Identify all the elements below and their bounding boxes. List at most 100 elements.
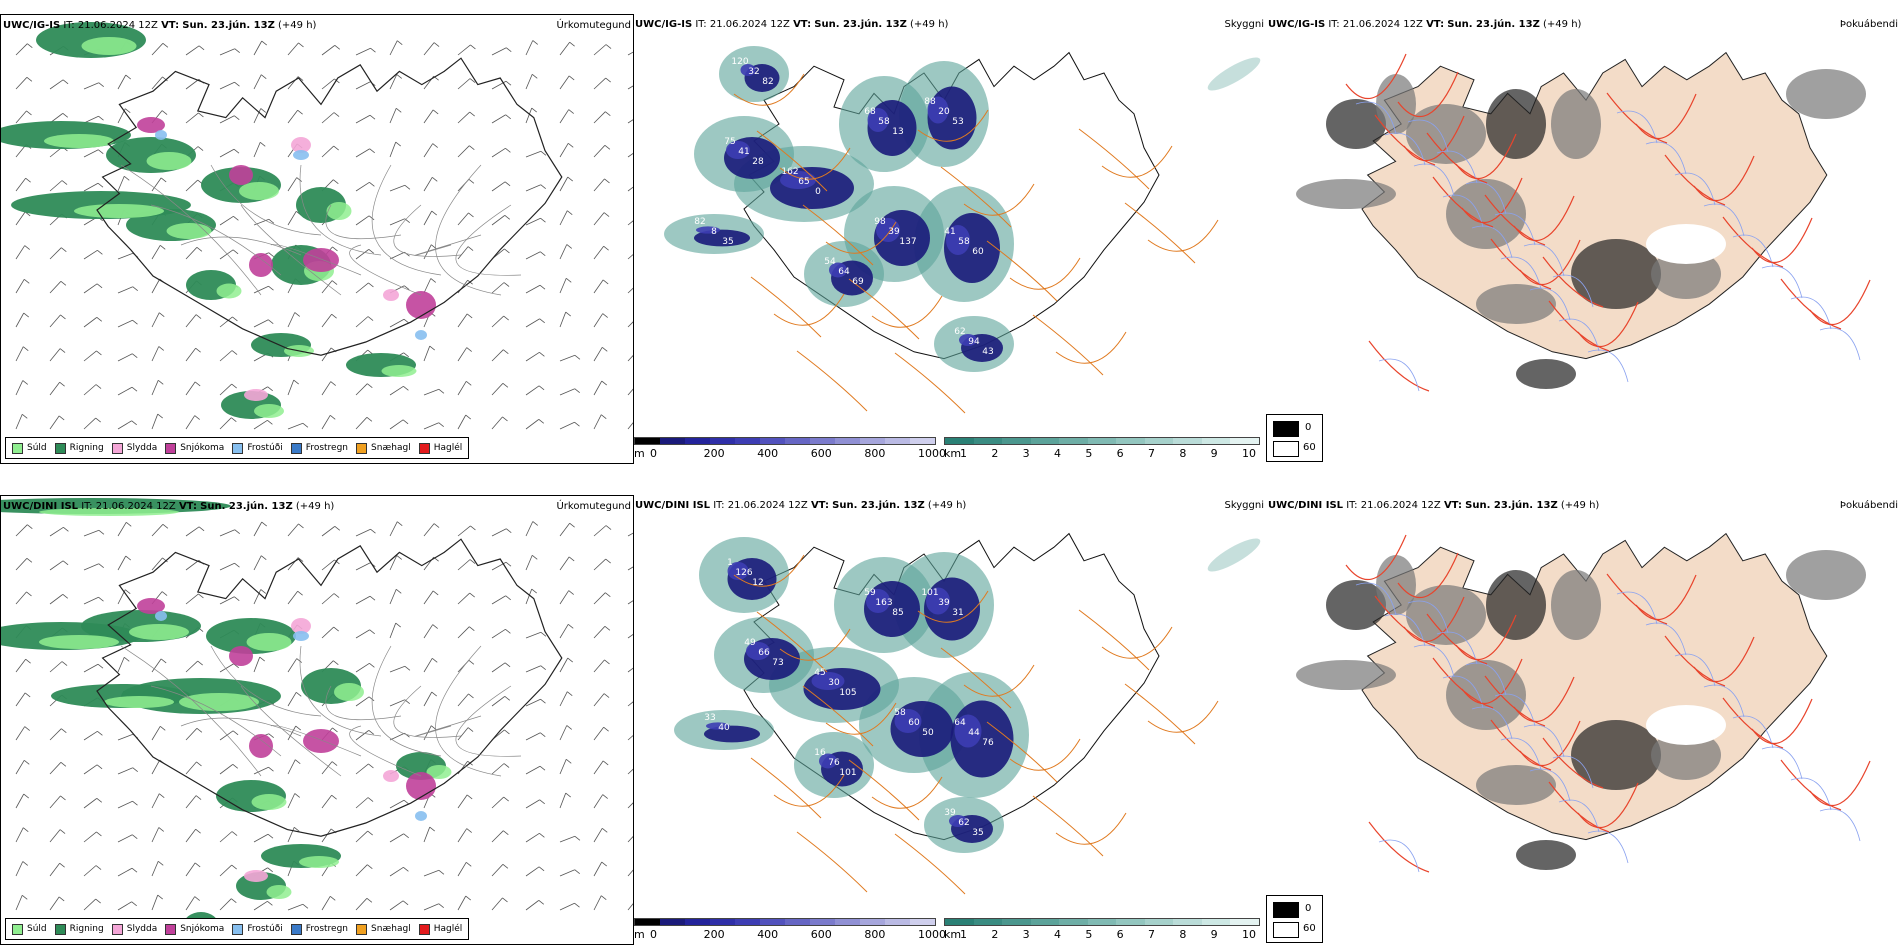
road	[1809, 760, 1871, 807]
road	[349, 725, 422, 777]
river	[1355, 582, 1397, 616]
colorbar-tick: 400	[757, 447, 779, 460]
legend-item: Snjókoma	[165, 923, 224, 935]
road	[299, 164, 382, 256]
cloud-base-label: 35	[722, 237, 733, 247]
road	[1055, 812, 1127, 845]
wind-barb	[491, 897, 508, 911]
wind-barb	[355, 148, 375, 158]
wind-barb	[355, 864, 373, 877]
road	[940, 647, 1012, 709]
precip-area	[74, 204, 164, 218]
precip-area	[406, 772, 436, 800]
river	[1674, 172, 1716, 206]
panel-header: UWC/DINI ISL IT: 21.06.2024 12Z VT: Sun.…	[3, 501, 335, 512]
cloud-base-zone	[727, 562, 749, 580]
wind-barb	[423, 624, 438, 639]
road	[1455, 133, 1517, 180]
wind-barb	[49, 862, 65, 877]
wind-barb	[185, 862, 201, 877]
wind-barb	[423, 210, 438, 226]
wind-barb	[593, 895, 607, 911]
cloud-base-label: 64	[954, 718, 966, 728]
colorbar-strip	[944, 437, 1260, 445]
wind-barb	[321, 794, 337, 809]
fog-zone	[1476, 765, 1556, 805]
wind-barb	[457, 246, 474, 260]
colorbar-tick: 200	[703, 928, 725, 941]
cloud-base-zone	[740, 64, 756, 76]
wind-barb	[49, 761, 67, 775]
wind-barb	[185, 761, 202, 775]
wind-barb	[83, 417, 101, 430]
wind-barb	[321, 593, 340, 605]
colorbar-tick: 5	[1085, 928, 1093, 941]
wind-barb	[185, 112, 204, 124]
road	[393, 685, 462, 738]
colorbar-segment	[1030, 919, 1060, 925]
legend-label: Snæhagl	[371, 924, 411, 934]
cloud-base-zone	[780, 171, 816, 189]
wind-barb	[423, 143, 438, 158]
road	[750, 276, 822, 338]
wind-barb	[117, 286, 138, 294]
colorbar-tick: 200	[703, 447, 725, 460]
wind-barb	[117, 386, 138, 396]
road	[779, 147, 851, 180]
colorbar-segment	[1201, 919, 1231, 925]
wind-barb	[457, 380, 472, 396]
wind-barb	[457, 111, 475, 124]
wind-barb	[559, 142, 574, 158]
wind-barb	[593, 245, 609, 260]
cloud-base-zone	[696, 226, 720, 234]
wind-barb	[627, 768, 633, 775]
cloud-base-label: 45	[814, 668, 825, 678]
road	[270, 244, 362, 276]
colorbar-segment	[760, 919, 785, 925]
cloud-base-label: 8	[711, 227, 717, 237]
legend-label: Rigning	[69, 443, 104, 453]
wind-barb	[389, 521, 403, 537]
colorbar-segment	[1230, 438, 1260, 444]
precip-area	[303, 729, 339, 753]
panel-header: UWC/IG-IS IT: 21.06.2024 12Z VT: Sun. 23…	[1268, 19, 1582, 30]
wind-barb	[117, 74, 132, 90]
legend-swatch	[12, 442, 23, 454]
wind-barb	[355, 730, 375, 741]
cloud-base-zone	[876, 218, 900, 242]
wind-barb	[15, 557, 33, 571]
wind-barb	[457, 794, 473, 809]
wind-barb	[559, 75, 575, 90]
colorbar-segment	[1116, 919, 1145, 925]
road	[393, 204, 462, 257]
road	[1124, 683, 1196, 745]
wind-barb	[321, 78, 340, 90]
road	[733, 73, 805, 106]
wind-barb	[151, 177, 167, 192]
road	[1078, 609, 1150, 671]
wind-barb	[627, 321, 633, 328]
precip-area	[426, 765, 452, 779]
cloud-base-label: 28	[752, 157, 764, 167]
fog-zone	[1476, 284, 1556, 324]
wind-barb	[457, 145, 475, 158]
legend-swatch	[356, 442, 368, 454]
colorbar-segment	[1173, 438, 1202, 444]
wind-barb	[83, 350, 102, 362]
wind-barb	[525, 150, 547, 158]
precip-area	[137, 598, 165, 614]
wind-barb	[219, 148, 240, 158]
fog-panel-bottom: UWC/DINI ISL IT: 21.06.2024 12Z VT: Sun.…	[1266, 495, 1900, 945]
wind-barb	[627, 735, 633, 741]
colorbar-segment	[1087, 438, 1117, 444]
panel-header: UWC/IG-IS IT: 21.06.2024 12Z VT: Sun. 23…	[3, 20, 317, 31]
legend-swatch	[232, 923, 244, 935]
wind-barb	[219, 249, 239, 260]
wind-barb	[559, 522, 575, 537]
legend-item: Súld	[12, 923, 47, 935]
fog-zone	[1571, 720, 1661, 790]
precip-map-bottom	[1, 498, 633, 940]
wind-barb	[287, 590, 303, 605]
wind-barb	[15, 591, 32, 605]
wind-barb	[321, 145, 339, 158]
